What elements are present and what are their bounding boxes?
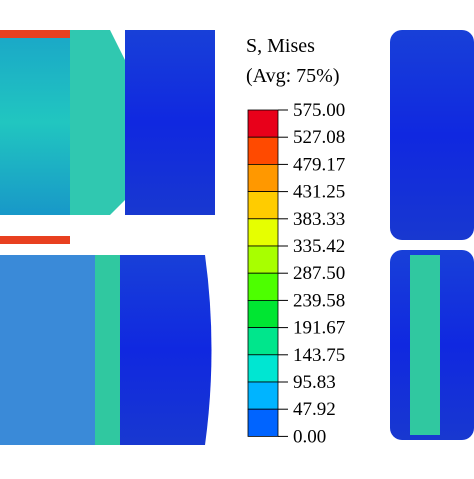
color-swatch bbox=[247, 272, 279, 301]
color-swatch bbox=[247, 245, 279, 274]
color-swatch bbox=[247, 163, 279, 192]
model-views bbox=[0, 30, 474, 445]
legend-title: S, Mises bbox=[246, 35, 315, 57]
legend-label: 287.50 bbox=[293, 263, 345, 284]
legend-label: 95.83 bbox=[293, 372, 336, 393]
legend-label: 527.08 bbox=[293, 127, 345, 148]
legend-subtitle: (Avg: 75%) bbox=[246, 65, 340, 87]
legend-label: 383.33 bbox=[293, 209, 345, 230]
legend-label: 335.42 bbox=[293, 236, 345, 257]
legend-label: 239.58 bbox=[293, 290, 345, 311]
color-swatch bbox=[247, 299, 279, 328]
color-swatch bbox=[247, 354, 279, 383]
legend-label: 143.75 bbox=[293, 345, 345, 366]
legend-label: 0.00 bbox=[293, 426, 326, 447]
color-swatch bbox=[247, 109, 279, 138]
color-swatch bbox=[247, 408, 279, 437]
legend-label: 431.25 bbox=[293, 182, 345, 203]
color-swatch bbox=[247, 136, 279, 165]
legend-label: 479.17 bbox=[293, 154, 345, 175]
legend-label: 191.67 bbox=[293, 318, 345, 339]
legend: S, Mises (Avg: 75%) 575.00 527.08 479.17 43… bbox=[220, 22, 385, 462]
color-swatch bbox=[247, 218, 279, 247]
color-swatch bbox=[247, 381, 279, 410]
color-swatch bbox=[247, 327, 279, 356]
legend-label: 575.00 bbox=[293, 100, 345, 121]
color-swatch bbox=[247, 191, 279, 220]
legend-label: 47.92 bbox=[293, 399, 336, 420]
